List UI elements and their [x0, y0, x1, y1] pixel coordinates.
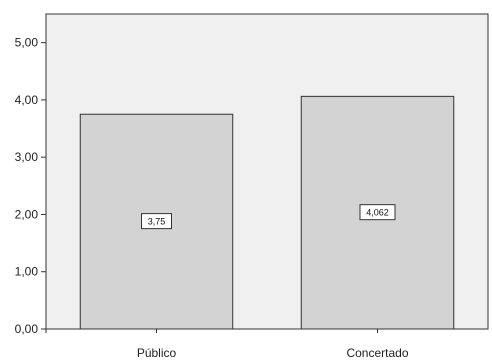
data-label: 3,75 — [148, 217, 166, 227]
x-category-label: Concertado — [346, 346, 408, 360]
y-tick-label: 2,00 — [15, 207, 39, 221]
y-tick-label: 0,00 — [15, 322, 39, 336]
data-label-box — [141, 213, 172, 230]
y-tick-label: 3,00 — [15, 150, 39, 164]
x-category-label: Público — [137, 346, 177, 360]
data-label-box — [359, 204, 396, 221]
y-tick-label: 1,00 — [15, 265, 39, 279]
y-tick-label: 5,00 — [15, 36, 39, 50]
data-label: 4,062 — [366, 208, 389, 218]
y-tick-label: 4,00 — [15, 93, 39, 107]
